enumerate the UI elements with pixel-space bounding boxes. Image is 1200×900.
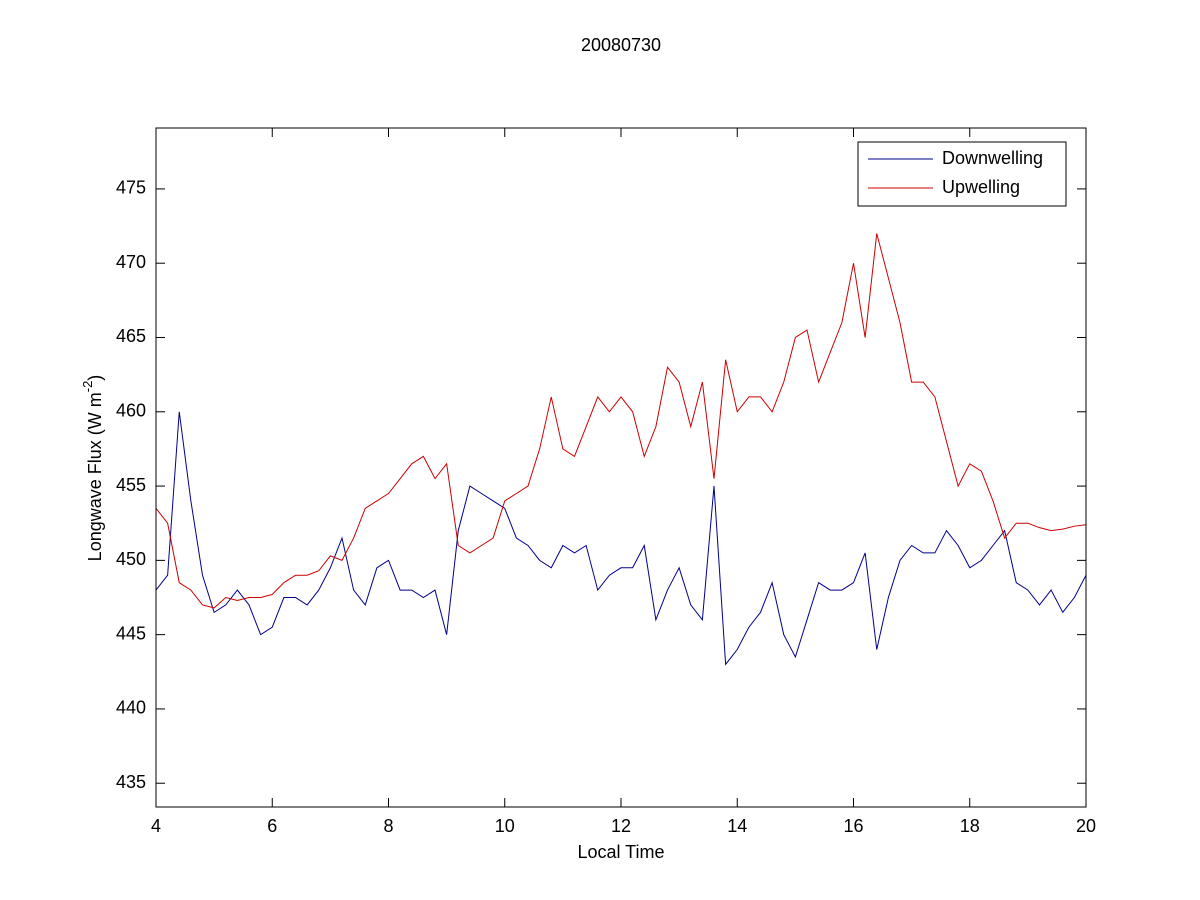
x-tick-label: 20: [1076, 816, 1096, 836]
legend-label: Upwelling: [942, 177, 1020, 197]
x-tick-label: 10: [495, 816, 515, 836]
legend-box: [857, 141, 1067, 207]
y-tick-label: 445: [116, 623, 146, 643]
y-tick-label: 455: [116, 475, 146, 495]
x-tick-label: 12: [611, 816, 631, 836]
x-tick-label: 14: [727, 816, 747, 836]
y-tick-label: 435: [116, 772, 146, 792]
x-tick-label: 16: [843, 816, 863, 836]
y-axis-label: Longwave Flux (W m-2): [80, 375, 104, 562]
x-tick-label: 4: [151, 816, 161, 836]
x-axis-label: Local Time: [577, 842, 664, 862]
legend-label: Downwelling: [942, 148, 1043, 168]
y-label-suffix: ): [85, 375, 105, 381]
y-tick-label: 440: [116, 698, 146, 718]
line-series: [155, 411, 1087, 666]
y-tick-label: 450: [116, 549, 146, 569]
x-tick-label: 8: [383, 816, 393, 836]
line-series: [155, 233, 1087, 609]
y-tick-label: 475: [116, 178, 146, 198]
y-tick-label: 465: [116, 326, 146, 346]
x-tick-label: 18: [960, 816, 980, 836]
x-tick-label: 6: [267, 816, 277, 836]
y-label-superscript: -2: [80, 381, 95, 393]
y-label-text: Longwave Flux (W m: [85, 392, 105, 561]
y-tick-label: 470: [116, 252, 146, 272]
y-tick-label: 460: [116, 401, 146, 421]
chart-title: 20080730: [581, 35, 661, 55]
